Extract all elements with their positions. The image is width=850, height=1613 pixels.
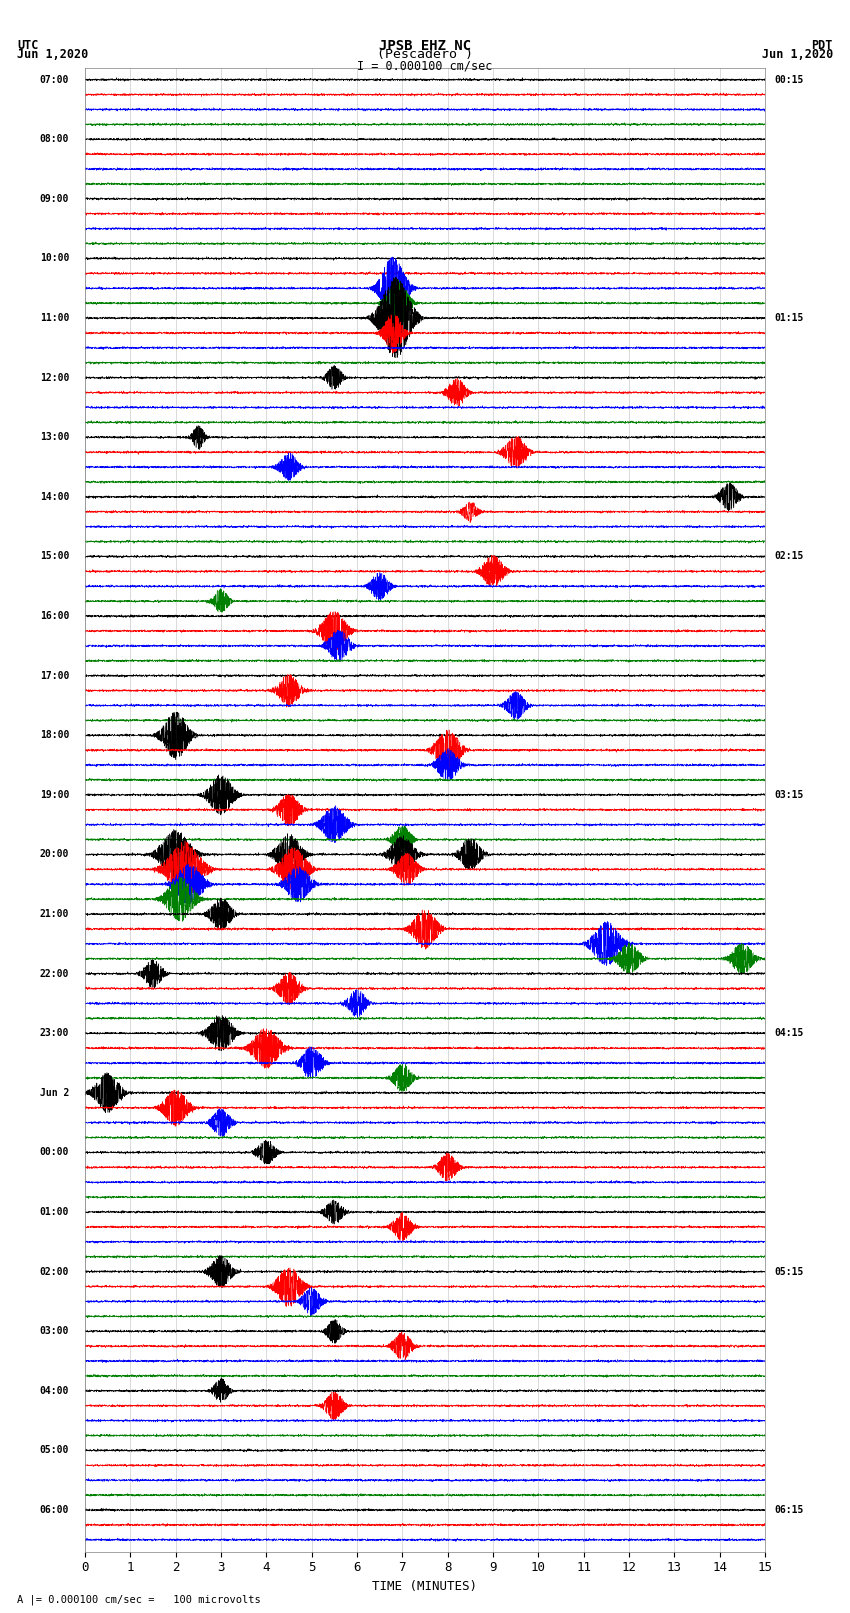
Text: 08:00: 08:00 xyxy=(40,134,69,144)
Text: 10:00: 10:00 xyxy=(40,253,69,263)
Text: 04:15: 04:15 xyxy=(774,1027,803,1039)
Text: 21:00: 21:00 xyxy=(40,910,69,919)
Text: 14:00: 14:00 xyxy=(40,492,69,502)
Text: 18:00: 18:00 xyxy=(40,731,69,740)
Text: 07:00: 07:00 xyxy=(40,74,69,84)
Text: 17:00: 17:00 xyxy=(40,671,69,681)
Text: 06:00: 06:00 xyxy=(40,1505,69,1515)
Text: 00:15: 00:15 xyxy=(774,74,803,84)
Text: Jun 1,2020: Jun 1,2020 xyxy=(762,48,833,61)
Text: 09:00: 09:00 xyxy=(40,194,69,203)
Text: 13:00: 13:00 xyxy=(40,432,69,442)
Text: A |= 0.000100 cm/sec =   100 microvolts: A |= 0.000100 cm/sec = 100 microvolts xyxy=(17,1594,261,1605)
Text: 05:00: 05:00 xyxy=(40,1445,69,1455)
Text: 05:15: 05:15 xyxy=(774,1266,803,1276)
Text: 12:00: 12:00 xyxy=(40,373,69,382)
Text: 03:00: 03:00 xyxy=(40,1326,69,1336)
Text: 19:00: 19:00 xyxy=(40,790,69,800)
Text: Jun 1,2020: Jun 1,2020 xyxy=(17,48,88,61)
Text: 22:00: 22:00 xyxy=(40,969,69,979)
Text: 06:15: 06:15 xyxy=(774,1505,803,1515)
Text: 03:15: 03:15 xyxy=(774,790,803,800)
Text: 20:00: 20:00 xyxy=(40,850,69,860)
Text: 02:15: 02:15 xyxy=(774,552,803,561)
Text: 23:00: 23:00 xyxy=(40,1027,69,1039)
Text: 01:00: 01:00 xyxy=(40,1207,69,1216)
X-axis label: TIME (MINUTES): TIME (MINUTES) xyxy=(372,1581,478,1594)
Text: 02:00: 02:00 xyxy=(40,1266,69,1276)
Text: 00:00: 00:00 xyxy=(40,1147,69,1158)
Text: 04:00: 04:00 xyxy=(40,1386,69,1395)
Text: 11:00: 11:00 xyxy=(40,313,69,323)
Text: 01:15: 01:15 xyxy=(774,313,803,323)
Text: PDT: PDT xyxy=(812,39,833,52)
Text: I = 0.000100 cm/sec: I = 0.000100 cm/sec xyxy=(357,60,493,73)
Text: UTC: UTC xyxy=(17,39,38,52)
Text: 15:00: 15:00 xyxy=(40,552,69,561)
Text: Jun 2: Jun 2 xyxy=(40,1087,69,1098)
Text: 16:00: 16:00 xyxy=(40,611,69,621)
Text: (Pescadero ): (Pescadero ) xyxy=(377,48,473,61)
Text: JPSB EHZ NC: JPSB EHZ NC xyxy=(379,39,471,53)
